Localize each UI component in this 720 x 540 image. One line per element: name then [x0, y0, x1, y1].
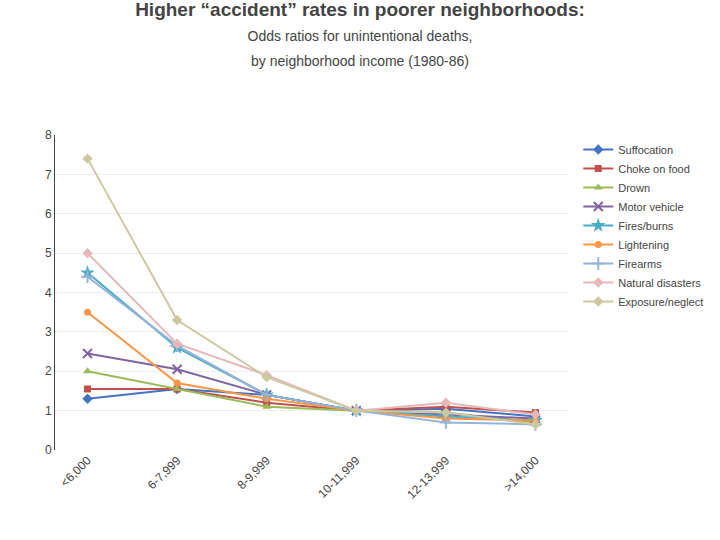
- svg-text:5: 5: [45, 246, 52, 260]
- svg-text:>14,000: >14,000: [501, 453, 542, 494]
- svg-text:0: 0: [45, 443, 52, 457]
- svg-text:6-7,999: 6-7,999: [145, 453, 184, 492]
- svg-text:Firearms: Firearms: [618, 258, 662, 270]
- svg-text:1: 1: [45, 404, 52, 418]
- svg-text:Natural disasters: Natural disasters: [618, 277, 701, 289]
- svg-text:Choke on food: Choke on food: [618, 163, 690, 175]
- svg-text:3: 3: [45, 325, 52, 339]
- svg-text:6: 6: [45, 207, 52, 221]
- svg-text:<6,000: <6,000: [58, 453, 94, 489]
- svg-text:Higher “accident” rates in poo: Higher “accident” rates in poorer neighb…: [135, 0, 585, 69]
- svg-text:10-11,999: 10-11,999: [315, 453, 363, 501]
- svg-text:Motor vehicle: Motor vehicle: [618, 201, 683, 213]
- svg-text:2: 2: [45, 364, 52, 378]
- svg-text:4: 4: [45, 286, 52, 300]
- svg-text:8: 8: [45, 128, 52, 142]
- svg-text:Fires/burns: Fires/burns: [618, 220, 674, 232]
- svg-text:Exposure/neglect: Exposure/neglect: [618, 296, 703, 308]
- svg-text:7: 7: [45, 168, 52, 182]
- svg-text:8-9,999: 8-9,999: [234, 453, 273, 492]
- svg-text:Lightening: Lightening: [618, 239, 669, 251]
- svg-text:12-13,999: 12-13,999: [404, 453, 452, 501]
- svg-text:Drown: Drown: [618, 182, 650, 194]
- svg-text:Suffocation: Suffocation: [618, 144, 673, 156]
